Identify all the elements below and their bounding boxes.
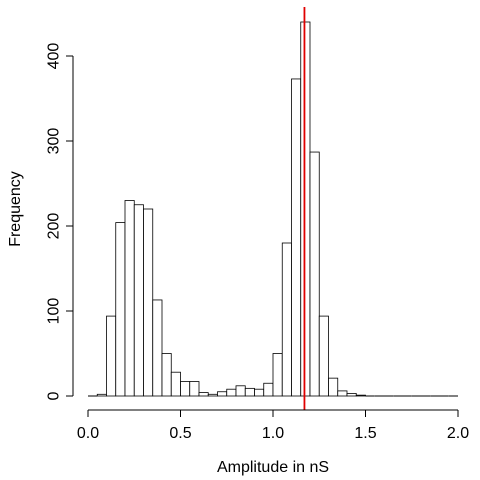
histogram-bar xyxy=(291,78,302,397)
histogram-bar xyxy=(346,393,357,397)
histogram-bar xyxy=(355,394,366,397)
histogram-bar xyxy=(328,377,339,397)
histogram-bar xyxy=(281,242,292,397)
histogram-bars xyxy=(88,21,458,397)
histogram-bar xyxy=(235,385,246,397)
histogram-bar xyxy=(180,381,191,397)
y-tick-label: 300 xyxy=(46,128,63,155)
histogram-bar xyxy=(226,388,237,397)
histogram-bar xyxy=(272,353,283,397)
histogram-bar xyxy=(152,299,163,397)
histogram-bar xyxy=(161,353,172,397)
histogram-bar xyxy=(217,391,228,397)
x-tick-label: 1.0 xyxy=(262,425,284,442)
histogram-bar xyxy=(106,315,117,397)
y-axis-title: Frequency xyxy=(7,171,24,247)
histogram-bar xyxy=(189,381,200,397)
y-tick-label: 200 xyxy=(46,213,63,240)
histogram-bar xyxy=(254,388,265,397)
histogram-bar xyxy=(96,393,107,397)
histogram-bar xyxy=(263,382,274,397)
histogram-bar xyxy=(318,315,329,397)
y-tick-label: 400 xyxy=(46,43,63,70)
histogram-bar xyxy=(124,200,135,397)
histogram-bar xyxy=(207,393,218,397)
histogram-bar xyxy=(115,222,126,397)
x-tick-label: 0.5 xyxy=(169,425,191,442)
histogram-bar xyxy=(170,371,181,397)
histogram-bar xyxy=(198,392,209,397)
y-axis: 0 100 200 300 400 xyxy=(46,43,74,400)
y-tick-label: 100 xyxy=(46,298,63,325)
x-axis-title: Amplitude in nS xyxy=(217,459,329,476)
x-tick-label: 1.5 xyxy=(354,425,376,442)
y-tick-label: 0 xyxy=(46,391,63,400)
histogram-bar xyxy=(300,21,311,397)
x-axis: 0.0 0.5 1.0 1.5 2.0 xyxy=(77,409,469,442)
x-tick-label: 0.0 xyxy=(77,425,99,442)
histogram-bar xyxy=(244,387,255,397)
histogram-bar xyxy=(143,208,154,397)
histogram-bar xyxy=(309,151,320,397)
x-tick-label: 2.0 xyxy=(447,425,469,442)
histogram-bar xyxy=(133,204,144,397)
histogram-bar xyxy=(337,390,348,397)
